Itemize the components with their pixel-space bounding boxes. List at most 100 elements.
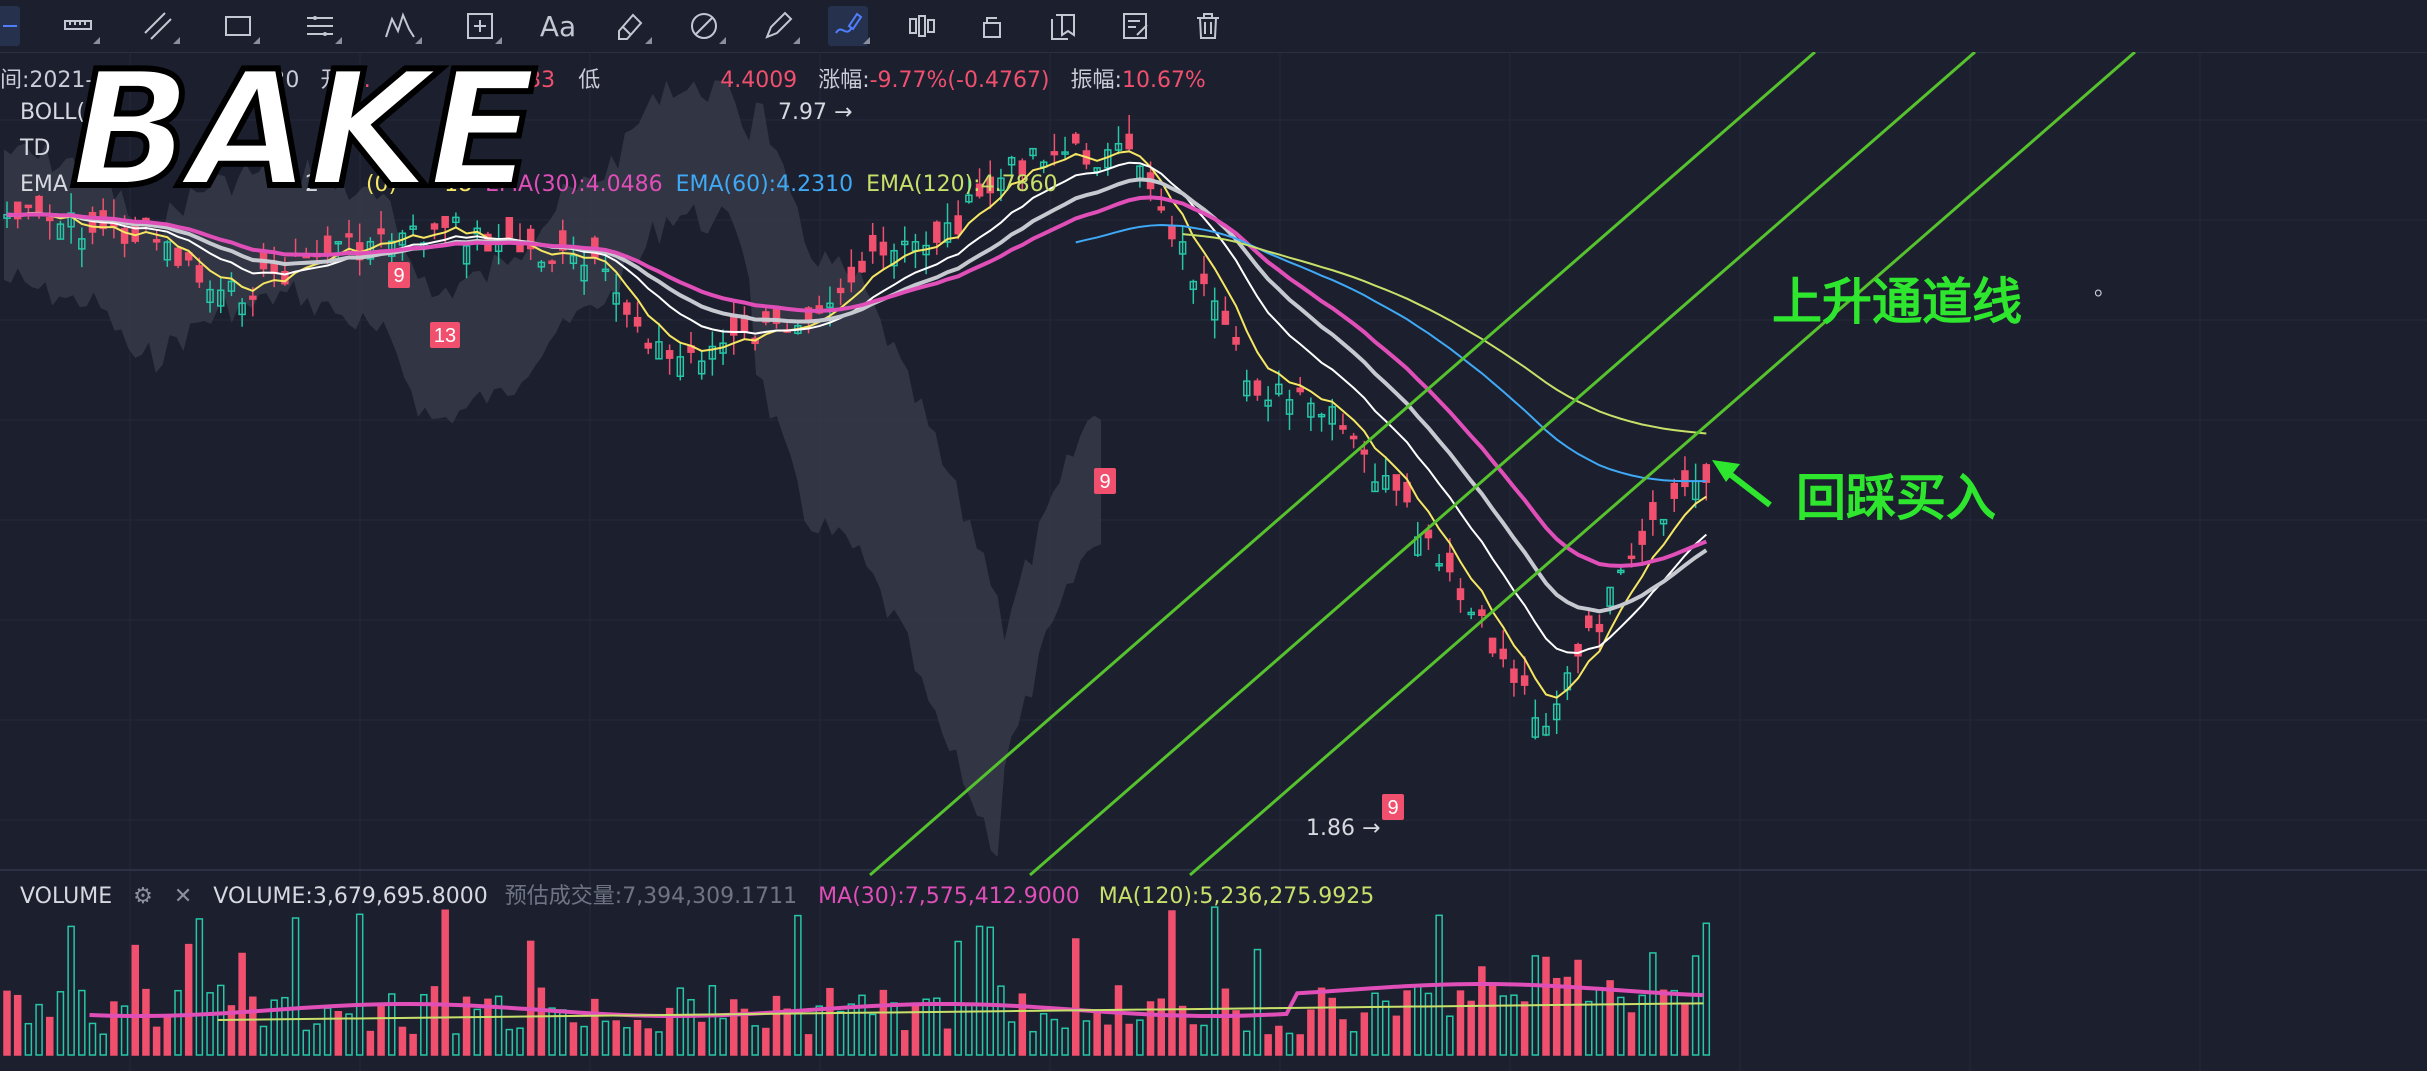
- candle-body: [965, 194, 973, 203]
- candle-body: [1114, 142, 1123, 151]
- fibonacci-tool[interactable]: [300, 6, 342, 46]
- high-label: 高:: [457, 68, 488, 93]
- lock-tool[interactable]: [972, 6, 1012, 46]
- high-price-marker: 7.97 →: [778, 100, 853, 125]
- volume-bar: [804, 1034, 813, 1056]
- volume-bar: [1328, 997, 1336, 1056]
- candle-body: [1702, 464, 1711, 483]
- volume-bar: [911, 1002, 920, 1056]
- volume-bar: [78, 989, 86, 1056]
- volume-bar: [655, 1031, 663, 1056]
- volume-bar: [794, 914, 802, 1056]
- candle-body: [1552, 703, 1561, 721]
- candle-body: [954, 215, 962, 235]
- volume-bar: [494, 995, 503, 1056]
- candle-body: [345, 233, 353, 238]
- delete-tool[interactable]: [1188, 6, 1228, 46]
- measure-tool[interactable]: [460, 6, 502, 46]
- ema-line: [6, 150, 1707, 699]
- layers-tool[interactable]: [1044, 6, 1084, 46]
- rectangle-tool[interactable]: [218, 6, 260, 46]
- gear-icon[interactable]: ⚙: [133, 884, 153, 909]
- volume-bar: [1381, 1000, 1390, 1056]
- volume-bar: [730, 999, 738, 1056]
- magnet-tool[interactable]: [684, 6, 726, 46]
- volume-bar: [975, 925, 984, 1056]
- volume-bar: [24, 1022, 33, 1056]
- candle-body: [409, 225, 417, 230]
- volume-bar: [858, 994, 866, 1056]
- volume-bar: [1136, 1019, 1144, 1056]
- text-tool[interactable]: Aa: [538, 6, 578, 46]
- candle-body: [1243, 380, 1251, 397]
- ema-indicator-label[interactable]: EMA 2 (0) 18 EMA(30):4.0486 EMA(60):4.23…: [20, 172, 1058, 197]
- parallel-channel-tool[interactable]: [138, 6, 180, 46]
- candle-body: [1339, 425, 1347, 430]
- volume-bar: [46, 1016, 54, 1056]
- volume-bar: [1018, 993, 1027, 1056]
- drawing-toolbar: Aa: [0, 0, 2427, 53]
- highlight-draw-tool[interactable]: [828, 6, 870, 46]
- volume-title: VOLUME: [20, 884, 113, 909]
- td-indicator-label[interactable]: TD ow: [20, 136, 232, 161]
- candle-body: [1200, 273, 1208, 285]
- candle-body: [1488, 637, 1497, 654]
- volume-bar: [1264, 1034, 1272, 1056]
- ema-line: [6, 195, 1708, 568]
- layers-icon: [1051, 14, 1075, 40]
- eraser-tool[interactable]: [610, 6, 652, 46]
- volume-bar: [366, 1030, 375, 1056]
- bollinger-band: [4, 80, 1102, 858]
- ohlc-info-bar: 间:2021-05 20 开:4. 高: 33 低 4.4009 涨幅:-9.77%(…: [0, 62, 1206, 94]
- td-count-badge: [388, 262, 410, 288]
- candle-body: [901, 240, 909, 246]
- candle-body: [195, 265, 204, 283]
- candle-body: [24, 204, 33, 209]
- candle-body: [1478, 609, 1486, 617]
- candle-body: [1093, 167, 1101, 173]
- pencil-tool[interactable]: [758, 6, 800, 46]
- volume-bar: [3, 990, 11, 1056]
- candle-body: [67, 212, 75, 228]
- horizontal-line-tool[interactable]: [0, 6, 20, 46]
- volume-bar: [890, 1002, 898, 1056]
- price-chart[interactable]: 9 13 9 9: [0, 52, 2427, 1071]
- candle-body: [152, 239, 161, 243]
- candle-body: [697, 360, 706, 375]
- volume-bar: [430, 986, 439, 1056]
- boll-indicator-label[interactable]: BOLL(4.5: [20, 100, 390, 125]
- candle-body: [569, 254, 578, 265]
- candle-body: [1627, 555, 1636, 560]
- volume-bar: [783, 1008, 791, 1056]
- volume-bar: [537, 987, 546, 1056]
- ruler-tool[interactable]: [58, 6, 100, 46]
- candle-body: [1178, 241, 1187, 255]
- volume-bar: [462, 996, 471, 1056]
- volume-bar: [1125, 1023, 1133, 1056]
- settings-tool[interactable]: [1116, 6, 1156, 46]
- candle-body: [56, 223, 65, 240]
- volume-bar: [1349, 1031, 1358, 1056]
- open-value: 4.: [349, 68, 371, 93]
- volume-bar: [1371, 992, 1379, 1056]
- volume-bar: [131, 944, 139, 1056]
- candle-body: [1510, 668, 1518, 683]
- time-label: 间:2021-05: [0, 68, 122, 93]
- candle-body: [548, 260, 556, 264]
- change-value: -9.77%(-0.4767): [869, 68, 1050, 93]
- volume-bar: [548, 1007, 556, 1056]
- candle-body: [1542, 725, 1550, 736]
- close-icon[interactable]: ✕: [173, 884, 193, 909]
- candle-body: [206, 288, 214, 304]
- pencil-icon: [765, 11, 793, 39]
- candles-tool[interactable]: [902, 6, 942, 46]
- volume-bar: [1702, 922, 1711, 1056]
- volume-bar: [1296, 1034, 1304, 1056]
- volume-bar: [997, 985, 1005, 1056]
- candle-body: [1659, 518, 1668, 525]
- volume-bar: [1039, 1013, 1048, 1056]
- wave-pattern-tool[interactable]: [380, 6, 422, 46]
- volume-bar: [1082, 1020, 1091, 1056]
- candle-body: [1617, 569, 1625, 574]
- candle-body: [612, 292, 620, 305]
